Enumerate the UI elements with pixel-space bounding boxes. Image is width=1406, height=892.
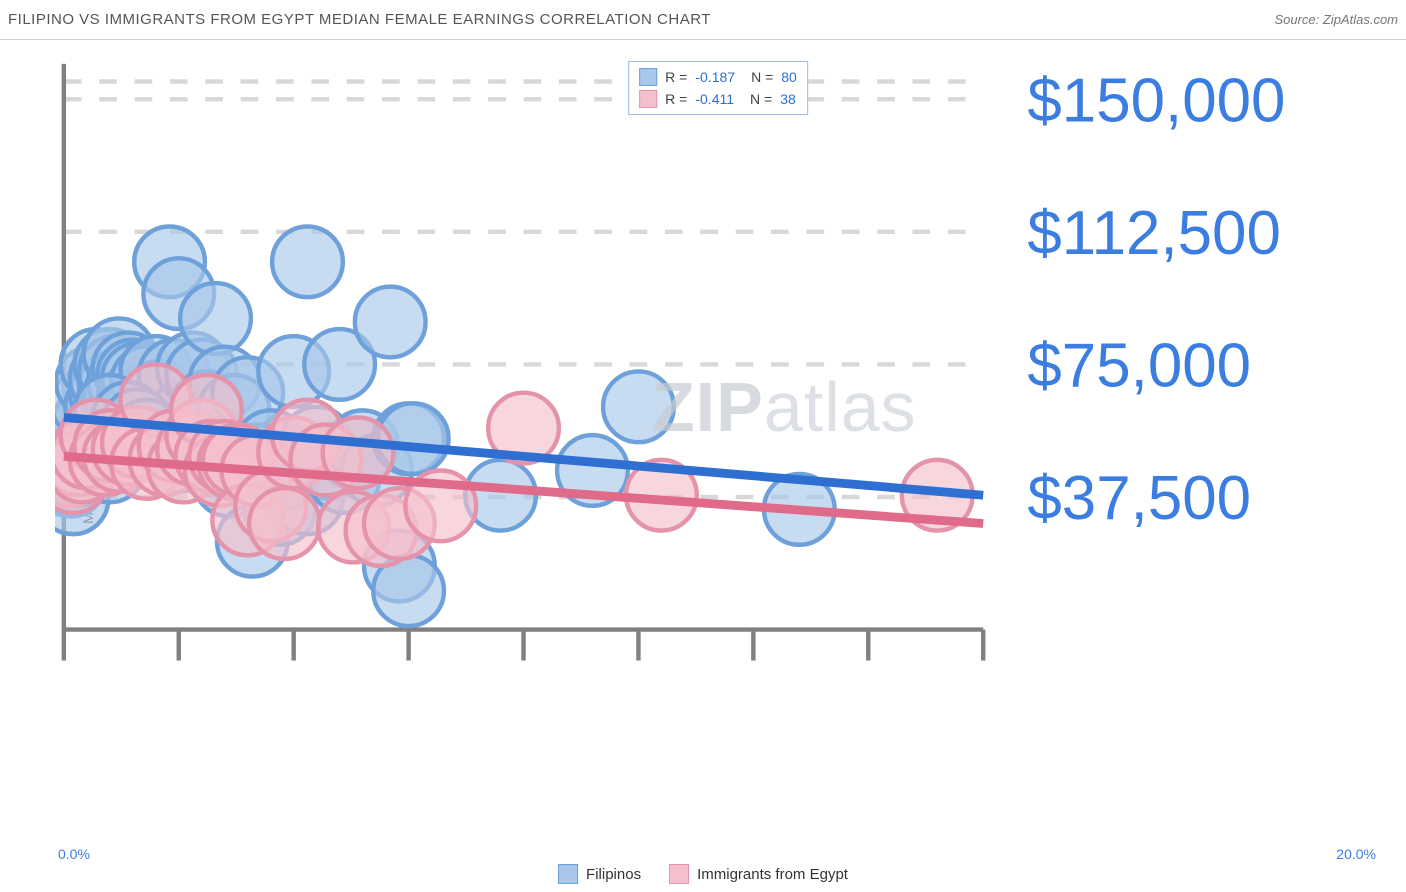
x-axis-min-label: 0.0% xyxy=(58,846,90,862)
r-value-egypt: -0.411 xyxy=(695,91,734,107)
x-axis-max-label: 20.0% xyxy=(1336,846,1376,862)
scatter-plot-svg: $37,500 $75,000 $112,500 $150,000 xyxy=(55,55,1381,718)
svg-text:$37,500: $37,500 xyxy=(1027,464,1251,533)
svg-text:$112,500: $112,500 xyxy=(1027,199,1280,268)
legend-label-egypt: Immigrants from Egypt xyxy=(697,866,848,883)
series-legend: Filipinos Immigrants from Egypt xyxy=(558,864,848,884)
n-label: N = xyxy=(751,69,773,85)
chart-area: $37,500$75,000$112,500$150,000 ZIPatlas … xyxy=(55,55,1381,837)
r-value-filipinos: -0.187 xyxy=(695,69,735,85)
source-attribution: Source: ZipAtlas.com xyxy=(1274,12,1398,27)
swatch-egypt xyxy=(639,90,657,108)
swatch-filipinos xyxy=(558,864,578,884)
correlation-legend: R = -0.187 N = 80 R = -0.411 N = 38 xyxy=(628,61,808,115)
chart-title: FILIPINO VS IMMIGRANTS FROM EGYPT MEDIAN… xyxy=(8,11,711,28)
swatch-egypt xyxy=(669,864,689,884)
legend-item-filipinos: Filipinos xyxy=(558,864,641,884)
r-label: R = xyxy=(665,91,687,107)
legend-item-egypt: Immigrants from Egypt xyxy=(669,864,848,884)
r-label: R = xyxy=(665,69,687,85)
legend-label-filipinos: Filipinos xyxy=(586,866,641,883)
legend-row-egypt: R = -0.411 N = 38 xyxy=(639,88,797,110)
legend-row-filipinos: R = -0.187 N = 80 xyxy=(639,66,797,88)
svg-text:$150,000: $150,000 xyxy=(1027,66,1285,135)
swatch-filipinos xyxy=(639,68,657,86)
n-value-egypt: 38 xyxy=(780,91,796,107)
n-label: N = xyxy=(750,91,772,107)
n-value-filipinos: 80 xyxy=(781,69,797,85)
svg-text:$75,000: $75,000 xyxy=(1027,332,1251,401)
